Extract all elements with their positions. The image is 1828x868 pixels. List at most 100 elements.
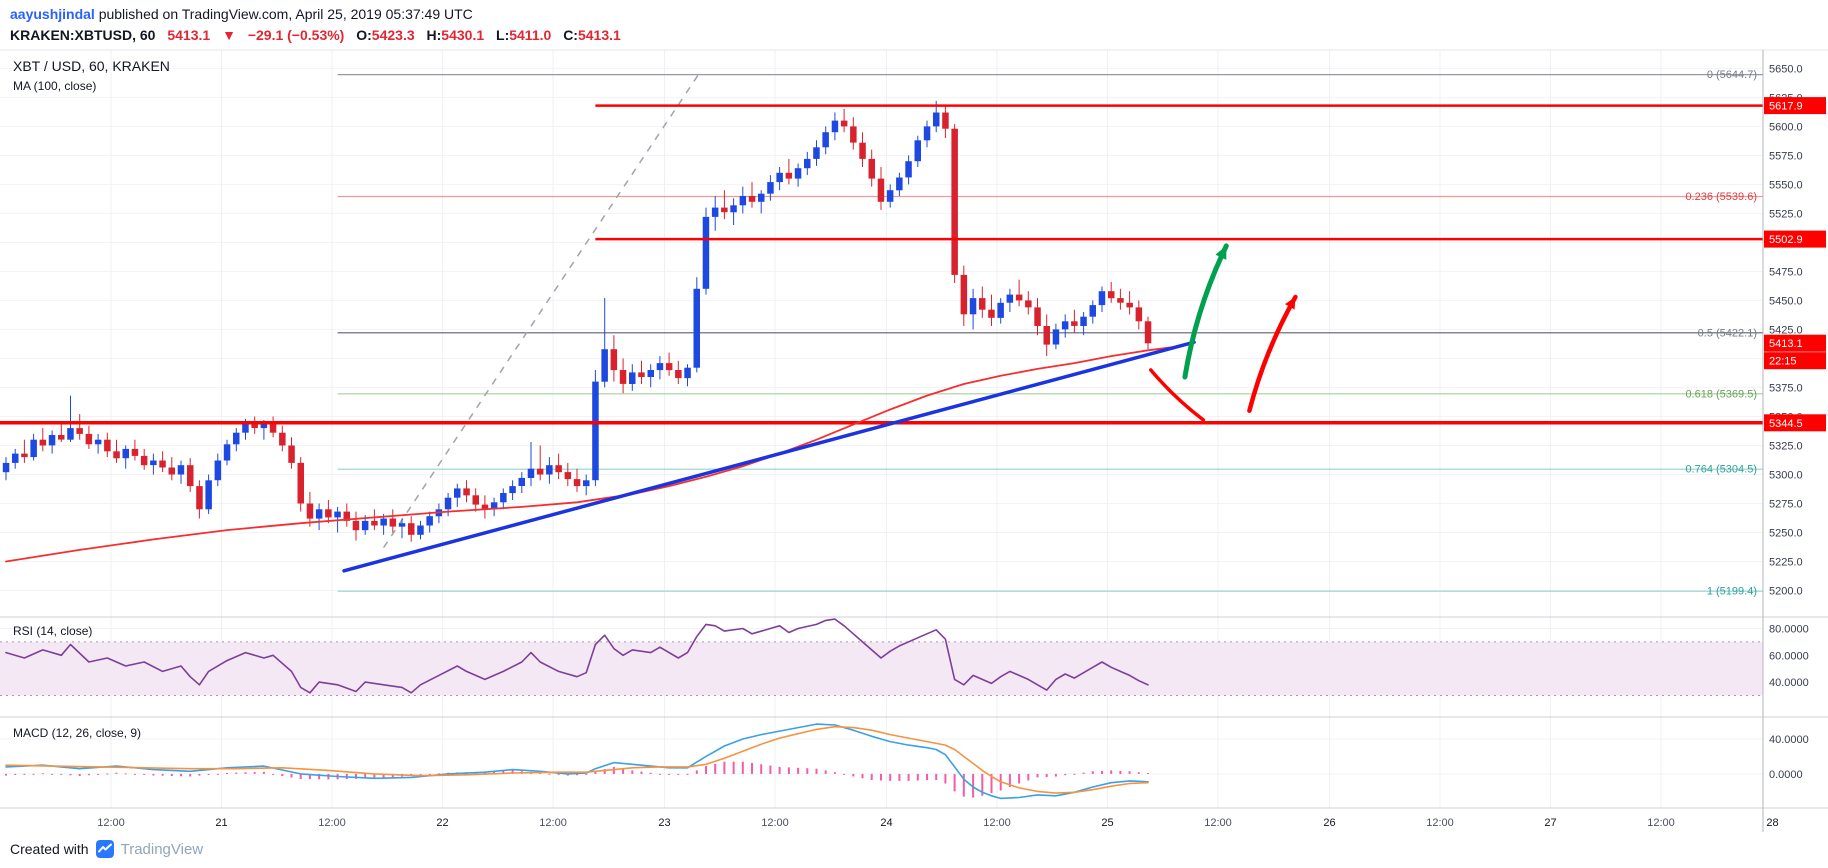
dip-red-line <box>1149 368 1206 422</box>
low-value: 5411.0 <box>509 27 552 43</box>
svg-text:21: 21 <box>215 817 227 829</box>
svg-text:5375.0: 5375.0 <box>1769 382 1803 394</box>
svg-text:5600.0: 5600.0 <box>1769 121 1803 133</box>
level-price-badge <box>1764 97 1826 115</box>
panel-borders <box>0 49 1828 832</box>
svg-text:5275.0: 5275.0 <box>1769 498 1803 510</box>
tradingview-brand-link[interactable]: TradingView <box>120 840 204 858</box>
high-label: H: <box>426 27 442 43</box>
svg-text:0.618 (5369.5): 0.618 (5369.5) <box>1685 388 1757 400</box>
svg-text:12:00: 12:00 <box>1647 817 1675 829</box>
quote-line: KRAKEN:XBTUSD, 60 5413.1 ▼ −29.1 (−0.53%… <box>10 27 629 43</box>
svg-text:5650.0: 5650.0 <box>1769 63 1803 75</box>
svg-text:1 (5199.4): 1 (5199.4) <box>1707 586 1757 598</box>
symbol-legend: XBT / USD, 60, KRAKEN <box>13 58 170 74</box>
svg-text:5502.9: 5502.9 <box>1769 234 1803 246</box>
open-value: 5423.3 <box>371 27 415 43</box>
last-price: 5413.1 <box>167 27 211 43</box>
svg-text:22:15: 22:15 <box>1769 356 1797 368</box>
fib-labels: 0 (5644.7) 0.236 (5539.6) 0.5 (5422.1) 0.61… <box>1685 69 1757 598</box>
svg-text:5200.0: 5200.0 <box>1769 585 1803 597</box>
countdown-badge <box>1764 352 1826 370</box>
svg-text:23: 23 <box>658 817 670 829</box>
macd-line <box>5 723 1149 800</box>
symbol-name: KRAKEN:XBTUSD, 60 <box>10 27 156 43</box>
ma-legend: MA (100, close) <box>13 79 97 93</box>
author-link[interactable]: aayushjindal <box>10 6 95 22</box>
svg-text:5475.0: 5475.0 <box>1769 266 1803 278</box>
svg-text:60.0000: 60.0000 <box>1769 650 1809 662</box>
bounce-red-arrow <box>1247 294 1298 413</box>
level-price-badge <box>1764 414 1826 432</box>
support-trendline <box>342 340 1196 573</box>
close-quote: C:5413.1 <box>563 27 621 43</box>
plot-area[interactable] <box>0 72 1763 800</box>
open-label: O: <box>356 27 372 43</box>
svg-text:25: 25 <box>1101 817 1113 829</box>
svg-text:26: 26 <box>1323 817 1335 829</box>
svg-text:5425.0: 5425.0 <box>1769 324 1803 336</box>
svg-text:5617.9: 5617.9 <box>1769 101 1803 113</box>
svg-text:5325.0: 5325.0 <box>1769 440 1803 452</box>
svg-text:40.0000: 40.0000 <box>1769 677 1809 689</box>
svg-text:40.0000: 40.0000 <box>1769 734 1809 746</box>
svg-text:5525.0: 5525.0 <box>1769 208 1803 220</box>
svg-text:0 (5644.7): 0 (5644.7) <box>1707 69 1757 81</box>
price-change: −29.1 (−0.53%) <box>247 27 345 43</box>
svg-text:12:00: 12:00 <box>761 817 789 829</box>
svg-text:12:00: 12:00 <box>1204 817 1232 829</box>
close-label: C: <box>563 27 578 43</box>
svg-text:5225.0: 5225.0 <box>1769 556 1803 568</box>
svg-text:5250.0: 5250.0 <box>1769 527 1803 539</box>
svg-text:12:00: 12:00 <box>1426 817 1454 829</box>
svg-text:5575.0: 5575.0 <box>1769 150 1803 162</box>
close-value: 5413.1 <box>577 27 621 43</box>
footer: Created with TradingView <box>10 840 203 858</box>
price-badges: 5617.9 5502.9 5344.5 5413.1 22:15 <box>1764 97 1826 432</box>
created-with-text: Created with <box>10 841 89 857</box>
svg-text:5550.0: 5550.0 <box>1769 179 1803 191</box>
tradingview-logo-icon[interactable] <box>95 840 114 858</box>
published-text: published on TradingView.com, April 25, … <box>98 6 473 22</box>
svg-text:24: 24 <box>880 817 892 829</box>
main-chart-legend: XBT / USD, 60, KRAKEN MA (100, close) <box>13 58 170 93</box>
svg-text:12:00: 12:00 <box>97 817 125 829</box>
open-quote: O:5423.3 <box>356 27 414 43</box>
svg-text:27: 27 <box>1544 817 1556 829</box>
high-value: 5430.1 <box>441 27 485 43</box>
low-quote: L:5411.0 <box>496 27 551 43</box>
candles-layer <box>2 100 1152 542</box>
snapshot-header: aayushjindal published on TradingView.co… <box>10 6 629 43</box>
low-label: L: <box>496 27 510 43</box>
rsi-line <box>5 618 1149 694</box>
svg-text:0.236 (5539.6): 0.236 (5539.6) <box>1685 191 1757 203</box>
breakout-trendline-dashed <box>382 72 701 549</box>
svg-text:22: 22 <box>436 817 448 829</box>
svg-text:12:00: 12:00 <box>983 817 1011 829</box>
svg-text:80.0000: 80.0000 <box>1769 623 1809 635</box>
svg-text:0.0000: 0.0000 <box>1769 769 1803 781</box>
price-down-icon: ▼ <box>222 27 236 43</box>
svg-text:0.5 (5422.1): 0.5 (5422.1) <box>1698 327 1757 339</box>
ma100-line <box>5 345 1177 563</box>
svg-text:12:00: 12:00 <box>539 817 567 829</box>
svg-text:0.764 (5304.5): 0.764 (5304.5) <box>1685 464 1757 476</box>
last-price-badge <box>1764 334 1826 352</box>
rsi-band <box>0 641 1763 696</box>
svg-text:28: 28 <box>1766 817 1778 829</box>
high-quote: H:5430.1 <box>427 27 485 43</box>
rsi-legend: RSI (14, close) <box>13 624 93 638</box>
macd-legend: MACD (12, 26, close, 9) <box>13 726 142 740</box>
svg-text:5300.0: 5300.0 <box>1769 469 1803 481</box>
time-axis[interactable]: 12:00 21 12:00 22 12:00 23 12:00 24 12:00 25 12:00… <box>97 817 1778 829</box>
byline: aayushjindal published on TradingView.co… <box>10 6 629 22</box>
bullish-green-arrow <box>1182 243 1229 380</box>
svg-text:5413.1: 5413.1 <box>1769 338 1803 350</box>
svg-text:12:00: 12:00 <box>318 817 346 829</box>
macd-signal-line <box>5 725 1149 794</box>
svg-text:5450.0: 5450.0 <box>1769 295 1803 307</box>
svg-text:5344.5: 5344.5 <box>1769 418 1803 430</box>
level-price-badge <box>1764 230 1826 248</box>
